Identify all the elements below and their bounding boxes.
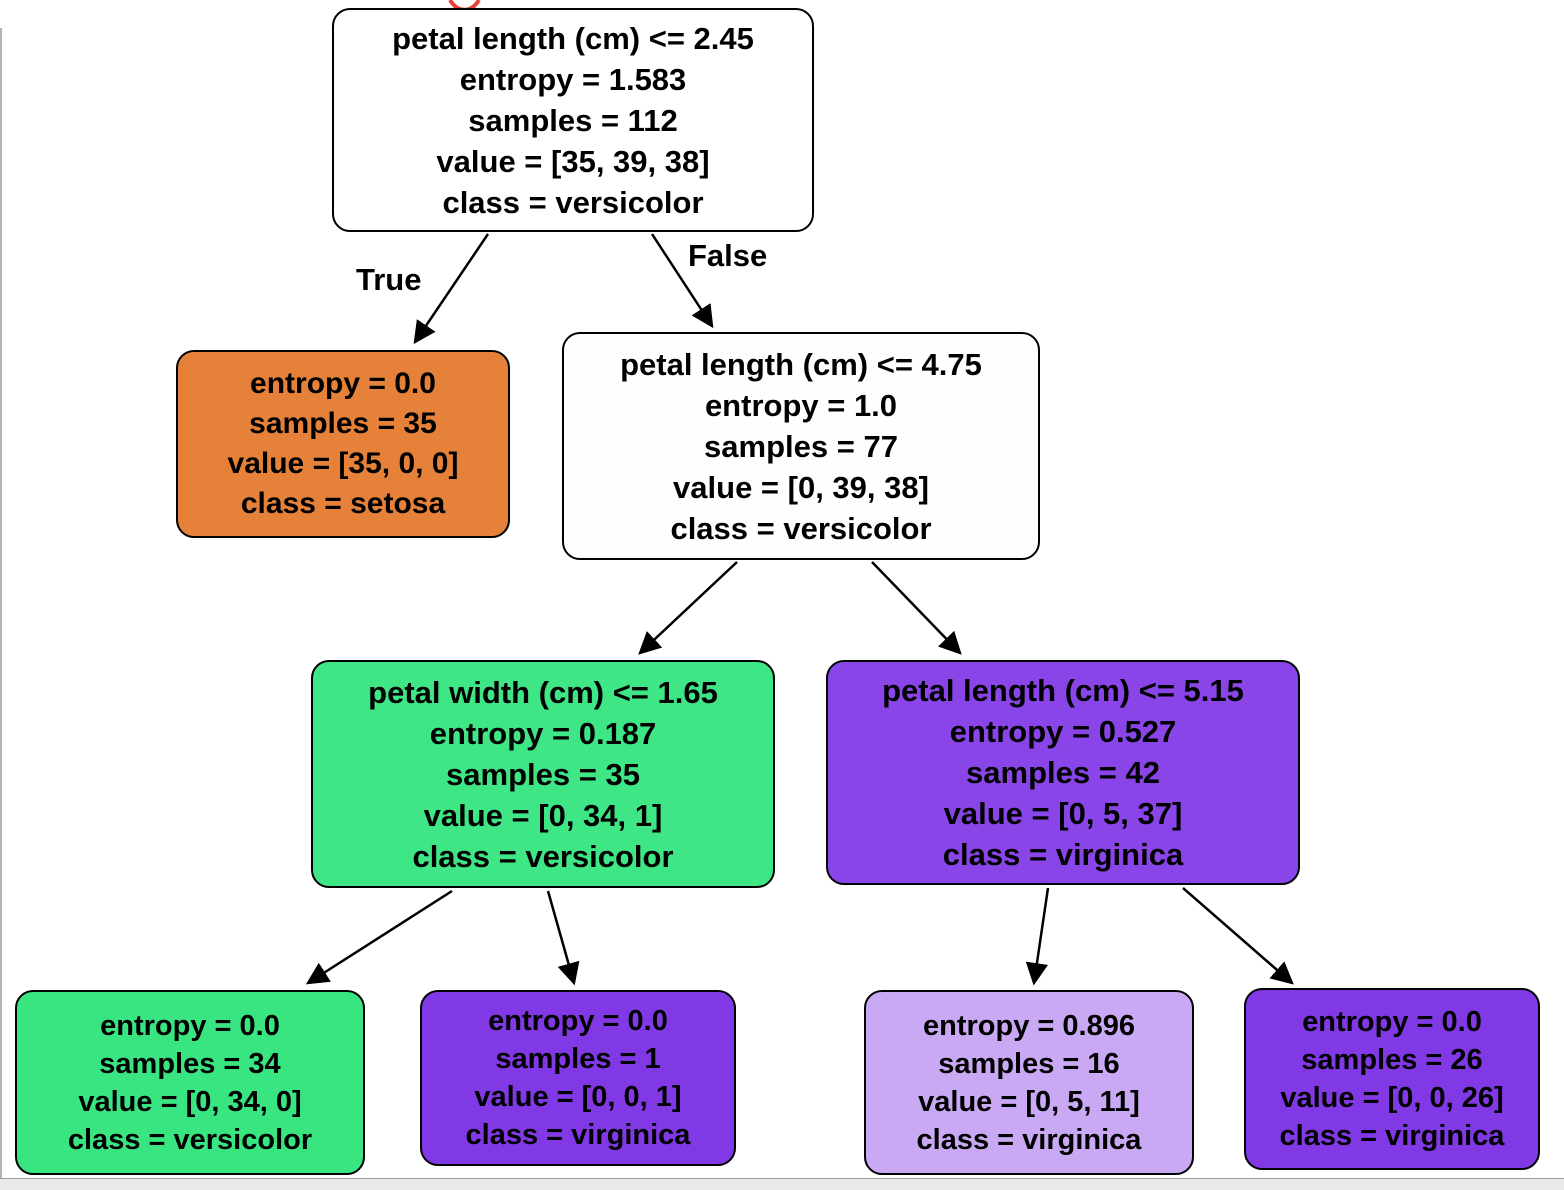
node-class: class = setosa: [240, 487, 446, 520]
node-class: class = versicolor: [412, 838, 674, 874]
node-condition: petal width (cm) <= 1.65: [368, 674, 718, 710]
node-entropy: entropy = 0.0: [1302, 1006, 1482, 1038]
node-value: value = [35, 39, 38]: [436, 143, 710, 179]
window-left-border: [0, 28, 2, 1190]
node-condition: petal length (cm) <= 4.75: [620, 346, 982, 382]
tree-leaf-virginica-2: entropy = 0.0 samples = 26 value = [0, 0…: [1244, 988, 1540, 1170]
tree-leaf-versicolor: entropy = 0.0 samples = 34 value = [0, 3…: [15, 990, 365, 1175]
node-entropy: entropy = 0.527: [949, 714, 1177, 749]
node-class: class = versicolor: [442, 184, 704, 220]
node-entropy: entropy = 1.583: [459, 61, 687, 97]
node-class: class = virginica: [916, 1123, 1142, 1156]
node-value: value = [0, 34, 0]: [78, 1085, 302, 1118]
edge-right-right: [871, 561, 962, 655]
node-entropy: entropy = 0.187: [429, 715, 657, 751]
node-value: value = [0, 5, 37]: [943, 796, 1183, 831]
node-samples: samples = 42: [966, 755, 1160, 790]
edge-green-left: [305, 889, 453, 985]
tree-leaf-virginica-1: entropy = 0.0 samples = 1 value = [0, 0,…: [420, 990, 736, 1166]
node-entropy: entropy = 0.896: [923, 1009, 1135, 1042]
edge-purple-left: [1025, 887, 1050, 986]
tree-leaf-virginica-light: entropy = 0.896 samples = 16 value = [0,…: [864, 990, 1194, 1175]
node-samples: samples = 16: [938, 1047, 1120, 1080]
edge-root-true: [413, 233, 490, 345]
window-bottom-strip: [0, 1178, 1564, 1190]
node-samples: samples = 77: [704, 428, 898, 464]
tree-node-right-internal: petal length (cm) <= 4.75 entropy = 1.0 …: [562, 332, 1040, 560]
node-class: class = versicolor: [67, 1123, 313, 1156]
node-entropy: entropy = 0.0: [488, 1005, 668, 1037]
tree-node-root: petal length (cm) <= 2.45 entropy = 1.58…: [332, 8, 814, 232]
node-condition: petal length (cm) <= 5.15: [882, 673, 1244, 708]
tree-node-green-internal: petal width (cm) <= 1.65 entropy = 0.187…: [311, 660, 775, 888]
tree-node-purple-internal: petal length (cm) <= 5.15 entropy = 0.52…: [826, 660, 1300, 885]
node-value: value = [0, 5, 11]: [918, 1085, 1140, 1118]
node-samples: samples = 26: [1301, 1044, 1483, 1076]
node-value: value = [0, 39, 38]: [673, 469, 929, 505]
tree-node-setosa-leaf: entropy = 0.0 samples = 35 value = [35, …: [176, 350, 510, 538]
node-class: class = virginica: [465, 1119, 691, 1151]
node-entropy: entropy = 0.0: [100, 1009, 280, 1042]
node-samples: samples = 35: [249, 407, 437, 440]
edge-label-true: True: [356, 262, 422, 297]
edge-label-false: False: [688, 238, 768, 273]
edge-purple-right: [1182, 887, 1294, 985]
node-samples: samples = 1: [495, 1043, 661, 1075]
node-value: value = [0, 0, 26]: [1280, 1082, 1504, 1114]
node-samples: samples = 112: [468, 102, 678, 138]
node-value: value = [0, 0, 1]: [474, 1081, 682, 1113]
node-entropy: entropy = 1.0: [704, 387, 898, 423]
node-samples: samples = 34: [99, 1047, 281, 1080]
node-class: class = virginica: [1279, 1120, 1505, 1152]
node-value: value = [0, 34, 1]: [423, 797, 663, 833]
node-entropy: entropy = 0.0: [250, 367, 436, 400]
node-condition: petal length (cm) <= 2.45: [392, 20, 754, 56]
node-samples: samples = 35: [446, 756, 640, 792]
edge-right-left: [638, 561, 738, 655]
node-class: class = versicolor: [670, 510, 932, 546]
edge-root-false: [650, 233, 714, 329]
node-value: value = [35, 0, 0]: [227, 447, 459, 480]
node-class: class = virginica: [942, 837, 1184, 872]
edge-green-right: [546, 890, 580, 986]
